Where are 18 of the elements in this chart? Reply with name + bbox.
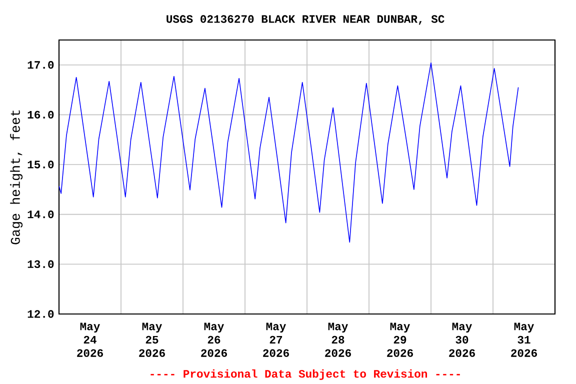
y-axis-title: Gage height, feet xyxy=(10,110,23,244)
x-tick-label: May 28 2026 xyxy=(325,322,351,357)
x-tick-label: May 26 2026 xyxy=(201,322,227,357)
chart-title: USGS 02136270 BLACK RIVER NEAR DUNBAR, SC xyxy=(166,15,444,25)
y-tick-label: 14.0 xyxy=(28,210,54,218)
line-series xyxy=(59,62,519,243)
y-tick-label: 13.0 xyxy=(28,260,54,268)
x-tick-label: May 27 2026 xyxy=(263,322,289,357)
x-tick-label: May 30 2026 xyxy=(449,322,475,357)
y-tick-label: 17.0 xyxy=(28,61,54,69)
y-tick-label: 15.0 xyxy=(28,160,54,168)
x-tick-label: May 29 2026 xyxy=(387,322,413,357)
text: ---- Provisional Data Subject to Revision ---- xyxy=(150,369,460,380)
x-tick-label: May 24 2026 xyxy=(77,322,103,357)
y-tick-label: 16.0 xyxy=(28,110,54,119)
x-tick-label: May 31 2026 xyxy=(511,322,537,357)
y-tick-label: 12.0 xyxy=(28,310,54,318)
x-tick-label: May 25 2026 xyxy=(139,322,165,357)
